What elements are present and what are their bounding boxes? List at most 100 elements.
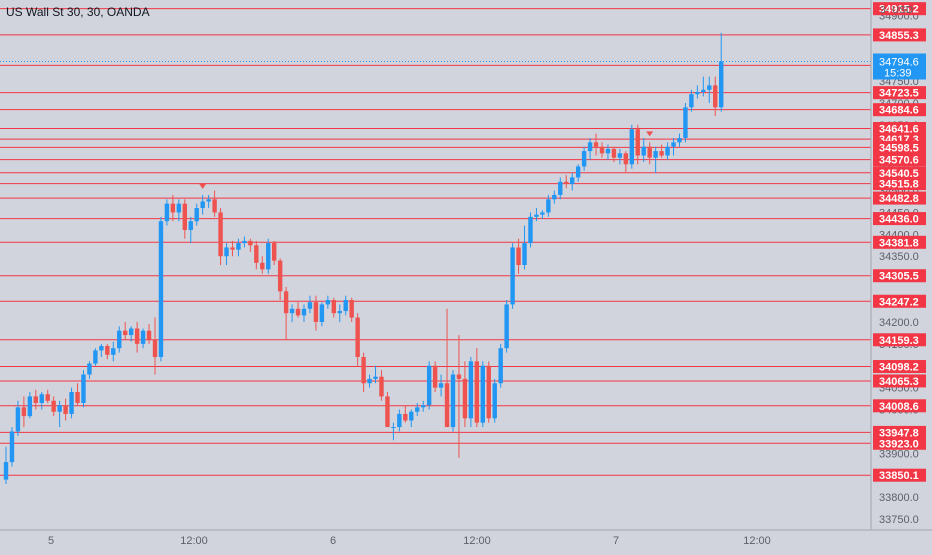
candle-body [587,142,593,152]
price-tick-label: 33900.0 [879,448,919,460]
level-labels-layer: 34915.234855.334785.834723.534684.634641… [873,2,926,482]
candle-body [409,411,414,421]
candle-body [301,308,307,316]
level-label-box [873,2,926,16]
level-label: 34641.6 [879,124,919,136]
candle-body [105,346,110,355]
candle-body [659,151,664,156]
last-price-badge [873,53,926,80]
candle-body [128,328,134,336]
candle-body [272,243,277,261]
candle-body [444,383,450,428]
level-label: 34515.8 [879,179,919,191]
level-label: 34540.5 [879,168,919,180]
level-label-box [873,235,926,249]
candle-body [230,247,235,250]
candle-body [325,300,331,305]
candle-body [39,394,44,403]
candle-body [260,262,265,270]
candle-body [492,383,497,419]
candle-body [558,181,563,195]
candle-body [3,462,9,480]
level-label: 34570.6 [879,155,919,167]
level-label: 34598.5 [879,142,919,154]
candle-body [415,407,420,412]
signal-down-marker [199,183,207,189]
candle-body [713,85,718,108]
candle-body [75,392,80,403]
candle-body [462,378,468,419]
level-label-box [873,212,926,226]
currency-arrow: 3- [880,5,889,16]
candle-body [218,212,223,257]
level-label: 34381.8 [879,237,919,249]
candle-body [313,302,319,322]
candle-body [438,383,444,388]
candle-body [599,146,605,154]
level-label-box [873,86,926,100]
candle-body [593,142,599,147]
level-label: 34855.3 [879,30,919,42]
level-label: 34482.8 [879,193,919,205]
candle-body [504,304,509,349]
time-tick-label: 7 [613,535,619,547]
level-label: 34915.2 [879,4,919,16]
currency-label[interactable]: USD [892,5,913,16]
candle-body [629,129,634,165]
candle-body [403,413,408,421]
level-label-box [873,177,926,191]
candle-body [9,431,15,463]
time-tick-label: 12:00 [463,535,491,547]
level-label-box [873,374,926,388]
candle-body [319,304,325,322]
symbol-title: US Wall St 30, 30, OANDA [6,5,150,19]
candle-body [99,346,104,351]
candle-body [522,243,527,265]
candle-body [421,405,426,408]
candle-body [540,212,545,215]
candle-body [426,365,432,406]
candle-body [719,61,724,108]
level-label: 34723.5 [879,88,919,100]
time-axis[interactable]: 5 12:00 6 12:00 7 12:00 [48,535,771,547]
candle-body [188,221,193,230]
level-label-box [873,153,926,167]
candle-body [111,348,116,355]
candle-body [93,350,98,364]
candle-body [254,245,259,263]
candle-body [266,243,271,270]
candle-body [617,153,623,158]
candle-body [605,148,611,154]
candle-body [33,396,38,403]
level-label: 34008.6 [879,401,919,413]
candle-body [510,247,515,305]
level-label-box [873,294,926,308]
candle-body [242,240,247,244]
candle-body [212,199,217,213]
level-label: 34305.5 [879,271,919,283]
countdown-label: 15:39 [884,67,912,79]
candle-body [355,317,360,357]
level-label-box [873,191,926,205]
candle-body [373,376,378,379]
candle-body [140,330,146,344]
level-label-box [873,140,926,154]
candle-body [57,405,62,412]
candle-body [468,361,474,419]
candle-body [15,407,21,432]
level-label-box [873,436,926,450]
candle-body [63,405,68,414]
price-tick-label: 34350.0 [879,251,919,263]
candle-body [349,300,354,318]
level-label: 33850.1 [879,470,919,482]
last-price-label-layer: 34794.615:39 [873,53,926,80]
candle-body [206,199,211,202]
candle-body [701,89,706,92]
candle-body [683,107,688,138]
level-label: 34684.6 [879,105,919,117]
level-label-box [873,122,926,136]
candle-body [331,300,336,314]
candle-body [289,308,295,314]
